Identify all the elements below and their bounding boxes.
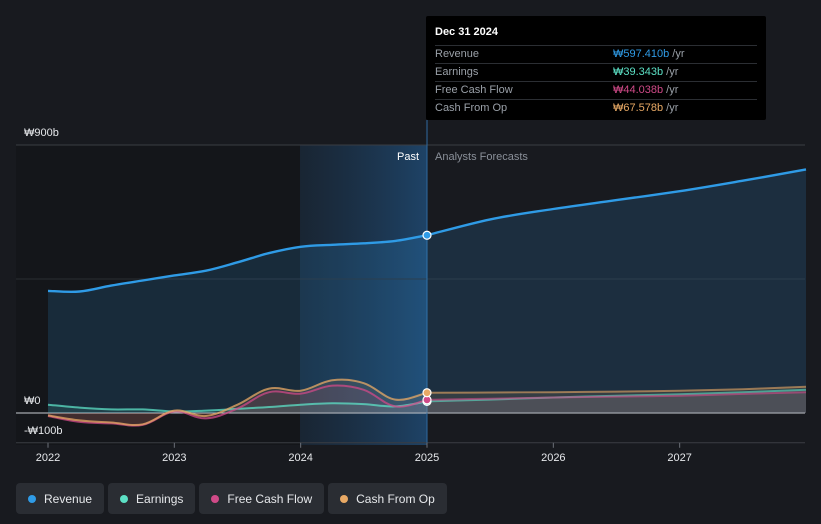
tooltip-label: Free Cash Flow — [435, 84, 513, 96]
cash-from-op-line-forecast — [426, 385, 807, 394]
series-lines — [47, 168, 807, 427]
x-tick-label: 2022 — [36, 452, 60, 464]
tooltip-unit: /yr — [666, 102, 679, 114]
tooltip-value: ₩597.410b — [613, 48, 670, 60]
legend-dot-icon — [211, 494, 220, 503]
tooltip-unit: /yr — [666, 84, 679, 96]
tooltip-label: Revenue — [435, 48, 480, 60]
y-tick-label: -₩100b — [24, 425, 63, 437]
tooltip-label: Cash From Op — [435, 102, 508, 114]
y-tick-labels: ₩900b ₩0 -₩100b — [24, 127, 63, 437]
tooltip-row-revenue: Revenue ₩597.410b /yr — [435, 45, 757, 63]
legend-dot-icon — [28, 494, 36, 503]
legend-item-cash-from-op[interactable]: Cash From Op — [328, 483, 447, 514]
revenue-line-past — [47, 234, 428, 294]
grid-lines — [16, 120, 805, 444]
x-tick-label: 2023 — [162, 452, 186, 464]
x-tick-label: 2024 — [288, 452, 312, 464]
legend-label: Earnings — [136, 491, 184, 506]
x-tick-labels: 2022 2023 2024 2025 2026 2027 — [36, 442, 692, 464]
cash-from-op-marker — [422, 388, 432, 398]
x-tick-label: 2026 — [541, 452, 565, 464]
y-tick-label: ₩900b — [24, 127, 59, 139]
tooltip-value: ₩39.343b — [613, 66, 664, 78]
cash-from-op-line-past — [47, 378, 428, 427]
y-tick-label: ₩0 — [24, 395, 41, 407]
legend: Revenue Earnings Free Cash Flow Cash Fro… — [16, 483, 447, 514]
legend-dot-icon — [120, 494, 129, 503]
tooltip-value: ₩67.578b — [613, 102, 664, 114]
legend-item-free-cash-flow[interactable]: Free Cash Flow — [199, 483, 325, 514]
tooltip-row-cash-from-op: Cash From Op ₩67.578b /yr — [435, 99, 757, 117]
tooltip-unit: /yr — [666, 66, 679, 78]
legend-dot-icon — [340, 494, 349, 503]
legend-label: Free Cash Flow — [227, 491, 313, 506]
revenue-line-forecast — [426, 168, 807, 237]
legend-item-earnings[interactable]: Earnings — [108, 483, 196, 514]
x-tick-label: 2027 — [667, 452, 691, 464]
series-markers — [422, 230, 432, 406]
legend-label: Revenue — [44, 491, 93, 506]
tooltip-unit: /yr — [672, 48, 685, 60]
tooltip: Dec 31 2024 Revenue ₩597.410b /yr Earnin… — [426, 16, 766, 120]
legend-item-revenue[interactable]: Revenue — [16, 483, 105, 514]
forecast-label: Analysts Forecasts — [435, 151, 528, 163]
free-cash-flow-line-forecast — [426, 391, 807, 401]
past-highlight-region — [300, 145, 427, 445]
revenue-marker — [422, 230, 432, 240]
tooltip-label: Earnings — [435, 66, 479, 78]
tooltip-date: Dec 31 2024 — [435, 26, 498, 38]
x-tick-label: 2025 — [415, 452, 439, 464]
past-label: Past — [397, 151, 419, 163]
tooltip-value: ₩44.038b — [613, 84, 664, 96]
tooltip-row-earnings: Earnings ₩39.343b /yr — [435, 63, 757, 81]
tooltip-row-free-cash-flow: Free Cash Flow ₩44.038b /yr — [435, 81, 757, 99]
legend-label: Cash From Op — [356, 491, 435, 506]
revenue-area — [48, 169, 806, 413]
